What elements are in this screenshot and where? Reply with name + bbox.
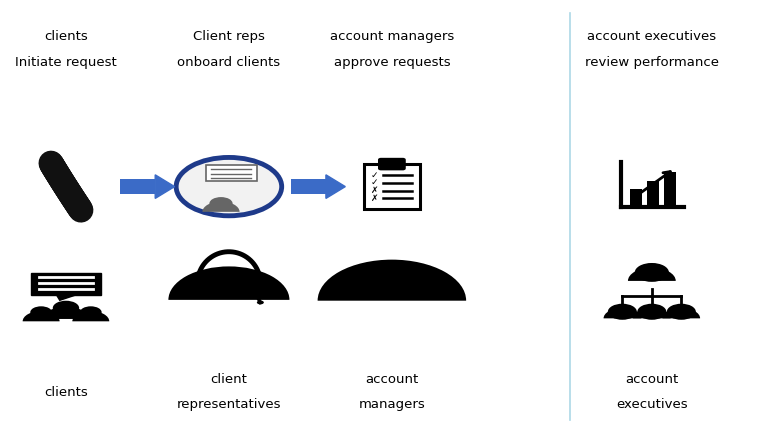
Wedge shape <box>628 268 676 281</box>
FancyBboxPatch shape <box>206 166 257 181</box>
Circle shape <box>366 268 417 296</box>
Bar <box>630 189 642 207</box>
Circle shape <box>608 304 637 320</box>
Text: account: account <box>625 373 678 386</box>
Circle shape <box>210 197 233 210</box>
Circle shape <box>80 306 102 318</box>
Wedge shape <box>43 307 88 319</box>
Wedge shape <box>23 311 60 321</box>
Bar <box>647 181 659 207</box>
Circle shape <box>189 278 206 288</box>
Bar <box>291 179 326 194</box>
Text: executives: executives <box>616 398 688 411</box>
Text: ✓: ✓ <box>371 178 379 187</box>
Text: approve requests: approve requests <box>334 56 450 69</box>
Text: clients: clients <box>44 386 88 399</box>
Polygon shape <box>155 175 175 198</box>
Text: managers: managers <box>359 398 425 411</box>
Text: client: client <box>210 373 248 386</box>
Circle shape <box>206 270 252 296</box>
Text: account managers: account managers <box>330 30 454 43</box>
Text: account executives: account executives <box>587 30 716 43</box>
Wedge shape <box>633 308 670 318</box>
Text: clients: clients <box>44 30 88 43</box>
Bar <box>120 179 155 194</box>
Circle shape <box>71 205 90 215</box>
FancyBboxPatch shape <box>379 159 405 170</box>
Text: Initiate request: Initiate request <box>15 56 117 69</box>
Circle shape <box>251 278 269 288</box>
Wedge shape <box>663 308 700 318</box>
Circle shape <box>176 157 282 216</box>
Bar <box>664 172 676 207</box>
Text: review performance: review performance <box>585 56 719 69</box>
Circle shape <box>53 301 79 315</box>
Text: ✗: ✗ <box>371 194 379 202</box>
Circle shape <box>30 306 52 318</box>
Circle shape <box>637 304 667 320</box>
Text: ✗: ✗ <box>371 187 379 195</box>
Circle shape <box>42 158 61 168</box>
Wedge shape <box>72 311 109 321</box>
Text: account: account <box>365 373 418 386</box>
Circle shape <box>667 304 696 320</box>
Circle shape <box>257 300 264 305</box>
Circle shape <box>635 263 669 282</box>
Polygon shape <box>57 295 75 300</box>
Wedge shape <box>168 266 289 300</box>
Wedge shape <box>604 308 641 318</box>
FancyBboxPatch shape <box>364 164 420 209</box>
Text: ✓: ✓ <box>371 171 379 180</box>
Text: onboard clients: onboard clients <box>178 56 280 69</box>
Text: Client reps: Client reps <box>193 30 265 43</box>
Text: representatives: representatives <box>177 398 281 411</box>
Wedge shape <box>203 202 240 212</box>
FancyBboxPatch shape <box>31 273 101 295</box>
Wedge shape <box>317 260 466 301</box>
Polygon shape <box>326 175 345 198</box>
